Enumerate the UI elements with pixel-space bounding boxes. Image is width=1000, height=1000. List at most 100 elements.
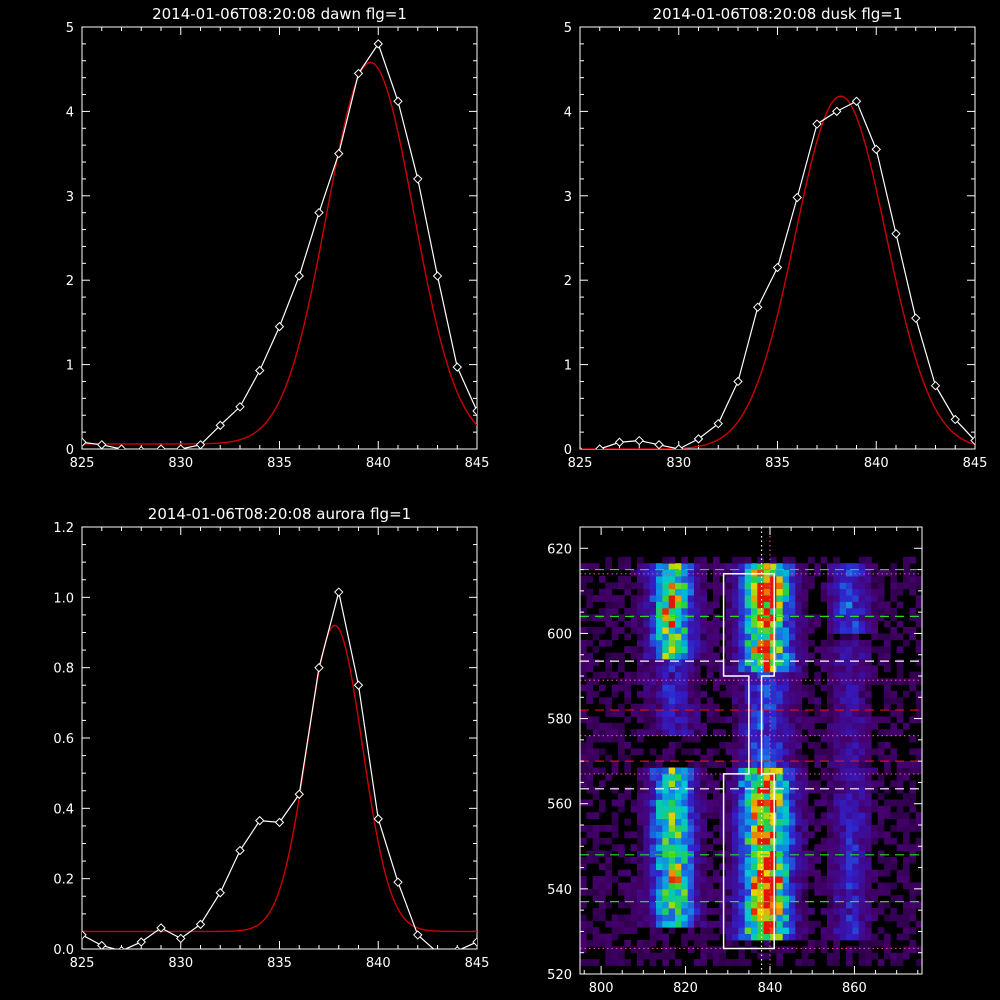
- heatmap-cell: [706, 646, 714, 653]
- heatmap-cell: [605, 882, 612, 890]
- heatmap-cell: [580, 665, 587, 673]
- heatmap-cell: [827, 780, 834, 788]
- heatmap-cell: [846, 773, 853, 781]
- heatmap-cell: [751, 735, 758, 743]
- heatmap-cell: [884, 684, 891, 692]
- heatmap-cell: [732, 876, 739, 883]
- heatmap-cell: [637, 959, 644, 966]
- heatmap-cell: [668, 946, 676, 954]
- heatmap-cell: [858, 908, 866, 915]
- heatmap-cell: [903, 793, 910, 800]
- heatmap-cell: [732, 799, 739, 807]
- heatmap-cell: [839, 652, 847, 660]
- heatmap-cell: [605, 588, 612, 596]
- aurora-xtick-label: 825: [70, 956, 95, 971]
- heatmap-cell: [592, 563, 600, 570]
- aurora-xtick-label: 835: [267, 956, 292, 971]
- heatmap-cell: [656, 920, 663, 928]
- heatmap-cell: [763, 818, 771, 826]
- heatmap-cell: [732, 812, 739, 819]
- heatmap-cell: [852, 850, 859, 858]
- heatmap-cell: [884, 856, 891, 864]
- heatmap-cell: [687, 914, 695, 922]
- heatmap-cell: [592, 831, 600, 839]
- heatmap-cell: [725, 595, 733, 602]
- heatmap-cell: [909, 748, 916, 756]
- heatmap-cell: [681, 844, 688, 851]
- heatmap-cell: [700, 729, 707, 736]
- heatmap-cell: [789, 761, 796, 768]
- heatmap-cell: [770, 646, 777, 653]
- heatmap-cell: [833, 946, 840, 954]
- heatmap-cell: [580, 939, 587, 947]
- heatmap-cell: [789, 614, 796, 622]
- heatmap-cell: [643, 946, 650, 954]
- heatmap-cell: [732, 735, 739, 743]
- heatmap-cell: [757, 690, 764, 698]
- heatmap-cell: [776, 601, 783, 609]
- heatmap-cell: [744, 639, 752, 647]
- heatmap-cell: [662, 563, 669, 570]
- heatmap-cell: [630, 876, 638, 883]
- heatmap-cell: [839, 754, 847, 762]
- heatmap-cell: [770, 633, 777, 641]
- heatmap-cell: [795, 576, 802, 583]
- heatmap-cell: [725, 914, 733, 922]
- heatmap-cell: [839, 863, 847, 871]
- heatmap-cell: [782, 710, 790, 717]
- heatmap-cell: [884, 837, 891, 845]
- heatmap-cell: [801, 869, 809, 877]
- heatmap-cell: [877, 856, 885, 864]
- heatmap-cell: [808, 805, 815, 813]
- heatmap-cell: [649, 588, 657, 596]
- heatmap-cell: [852, 908, 859, 915]
- heatmap-cell: [896, 620, 904, 628]
- heatmap-cell: [833, 952, 840, 960]
- heatmap-cell: [592, 754, 600, 762]
- heatmap-cell: [833, 856, 840, 864]
- heatmap-cell: [776, 761, 783, 768]
- heatmap-cell: [903, 920, 910, 928]
- heatmap-cell: [637, 690, 644, 698]
- heatmap-cell: [637, 946, 644, 954]
- heatmap-cell: [700, 939, 707, 947]
- heatmap-cell: [776, 588, 783, 596]
- heatmap-cell: [624, 786, 631, 794]
- heatmap-cell: [770, 690, 777, 698]
- heatmap-cell: [795, 767, 802, 775]
- heatmap-cell: [770, 837, 777, 845]
- heatmap-cell: [871, 895, 878, 902]
- heatmap-cell: [795, 690, 802, 698]
- heatmap-cell: [871, 678, 878, 685]
- heatmap-cell: [732, 908, 739, 915]
- heatmap-cell: [694, 601, 701, 609]
- heatmap-cell: [789, 601, 796, 609]
- heatmap-cell: [637, 914, 644, 922]
- heatmap-cell: [637, 793, 644, 800]
- heatmap-cell: [839, 697, 847, 705]
- heatmap-cell: [656, 895, 663, 902]
- heatmap-cell: [827, 888, 834, 896]
- heatmap-cell: [675, 722, 682, 730]
- heatmap-cell: [757, 761, 764, 768]
- dusk-data-point: [733, 376, 743, 387]
- heatmap-cell: [732, 895, 739, 902]
- heatmap-cell: [675, 831, 682, 839]
- heatmap-cell: [668, 837, 676, 845]
- heatmap-cell: [827, 569, 834, 577]
- heatmap-cell: [700, 627, 707, 634]
- heatmap-cell: [833, 697, 840, 705]
- heatmap-cell: [776, 582, 783, 590]
- heatmap-cell: [687, 767, 695, 775]
- heatmap-cell: [890, 614, 897, 622]
- heatmap-cell: [827, 773, 834, 781]
- heatmap-cell: [839, 844, 847, 851]
- heatmap-cell: [700, 837, 707, 845]
- heatmap-cell: [725, 633, 733, 641]
- heatmap-cell: [852, 856, 859, 864]
- heatmap-cell: [694, 876, 701, 883]
- heatmap-cell: [871, 939, 878, 947]
- heatmap-cell: [732, 901, 739, 909]
- heatmap-cell: [852, 710, 859, 717]
- heatmap-cell: [738, 952, 745, 960]
